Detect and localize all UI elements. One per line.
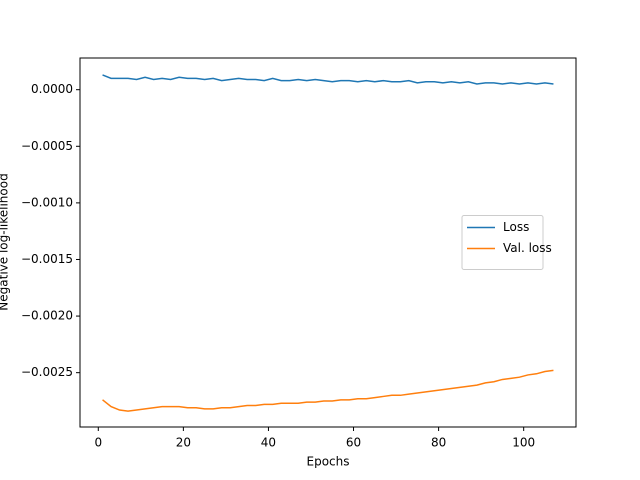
x-tick-label: 0	[94, 436, 102, 450]
data-line	[102, 369, 554, 412]
x-tick-label: 100	[512, 436, 535, 450]
x-tick-label: 40	[261, 436, 276, 450]
x-tick-label: 80	[431, 436, 446, 450]
y-tick-label: −0.0015	[21, 252, 73, 266]
x-tick-label: 60	[346, 436, 361, 450]
y-tick-label: −0.0020	[21, 309, 73, 323]
legend-label: Loss	[503, 220, 529, 234]
y-tick-label: −0.0005	[21, 139, 73, 153]
x-tick-label: 20	[176, 436, 191, 450]
plot-frame	[79, 57, 577, 428]
y-axis-label: Negative log-likelihood	[0, 173, 11, 310]
data-line	[102, 74, 554, 85]
y-tick-label: 0.0000	[31, 82, 73, 96]
x-axis-label: Epochs	[307, 455, 350, 469]
y-tick-label: −0.0025	[21, 365, 73, 379]
legend-label: Val. loss	[503, 241, 552, 255]
y-tick-label: −0.0010	[21, 195, 73, 209]
legend-box	[461, 215, 544, 270]
